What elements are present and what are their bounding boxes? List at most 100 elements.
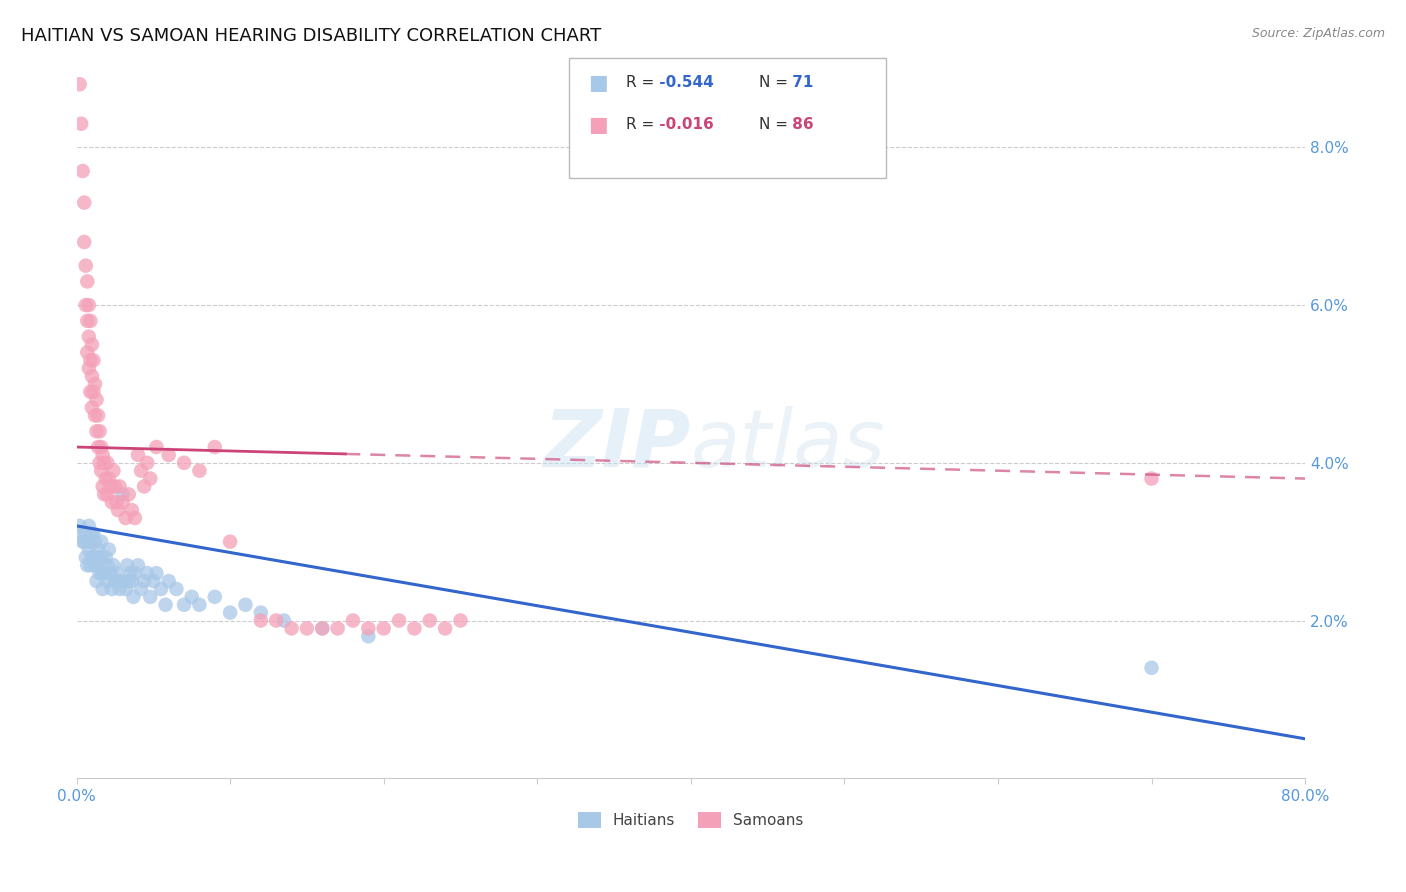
- Point: [84, 558, 107, 573]
- Point: [69, 77, 91, 91]
- Point: [94, 472, 117, 486]
- Point: [77, 361, 100, 376]
- Point: [157, 574, 180, 588]
- Point: [84, 409, 107, 423]
- Point: [73, 534, 96, 549]
- Point: [90, 464, 112, 478]
- Point: [139, 472, 162, 486]
- Point: [326, 621, 349, 635]
- Point: [129, 464, 152, 478]
- Point: [87, 542, 110, 557]
- Point: [82, 353, 104, 368]
- Point: [388, 614, 411, 628]
- Point: [114, 582, 136, 596]
- Point: [104, 479, 127, 493]
- Point: [72, 164, 94, 178]
- Point: [419, 614, 441, 628]
- Point: [87, 409, 110, 423]
- Point: [80, 369, 103, 384]
- Point: [103, 464, 125, 478]
- Point: [90, 440, 112, 454]
- Point: [93, 487, 115, 501]
- Point: [188, 464, 211, 478]
- Point: [84, 534, 107, 549]
- Point: [98, 479, 121, 493]
- Point: [235, 598, 257, 612]
- Point: [145, 566, 167, 581]
- Point: [82, 526, 104, 541]
- Point: [76, 345, 98, 359]
- Point: [77, 329, 100, 343]
- Point: [79, 314, 101, 328]
- Point: [219, 606, 242, 620]
- Point: [204, 440, 226, 454]
- Point: [96, 456, 118, 470]
- Point: [79, 558, 101, 573]
- Point: [97, 472, 120, 486]
- Point: [173, 456, 195, 470]
- Point: [124, 566, 146, 581]
- Point: [108, 582, 131, 596]
- Point: [77, 519, 100, 533]
- Text: R =: R =: [626, 76, 654, 90]
- Point: [145, 440, 167, 454]
- Point: [87, 440, 110, 454]
- Point: [75, 526, 97, 541]
- Point: [101, 495, 124, 509]
- Point: [342, 614, 364, 628]
- Point: [91, 566, 114, 581]
- Point: [134, 479, 156, 493]
- Point: [121, 503, 143, 517]
- Point: [96, 487, 118, 501]
- Point: [357, 629, 380, 643]
- Point: [80, 401, 103, 415]
- Point: [87, 558, 110, 573]
- Point: [111, 495, 134, 509]
- Point: [142, 574, 165, 588]
- Text: ■: ■: [588, 115, 607, 135]
- Point: [86, 424, 108, 438]
- Point: [105, 495, 128, 509]
- Point: [96, 558, 118, 573]
- Point: [76, 558, 98, 573]
- Point: [134, 574, 156, 588]
- Point: [105, 566, 128, 581]
- Point: [93, 566, 115, 581]
- Point: [107, 503, 129, 517]
- Point: [112, 574, 135, 588]
- Point: [129, 582, 152, 596]
- Point: [98, 566, 121, 581]
- Point: [77, 542, 100, 557]
- Point: [97, 542, 120, 557]
- Point: [84, 376, 107, 391]
- Text: R =: R =: [626, 118, 654, 132]
- Point: [111, 487, 134, 501]
- Point: [219, 534, 242, 549]
- Text: -0.016: -0.016: [654, 118, 713, 132]
- Point: [96, 574, 118, 588]
- Point: [165, 582, 187, 596]
- Point: [70, 526, 93, 541]
- Point: [115, 558, 138, 573]
- Point: [250, 606, 273, 620]
- Point: [188, 598, 211, 612]
- Point: [280, 621, 302, 635]
- Point: [136, 456, 159, 470]
- Point: [121, 574, 143, 588]
- Point: [373, 621, 395, 635]
- Text: -0.544: -0.544: [654, 76, 713, 90]
- Text: 86: 86: [787, 118, 814, 132]
- Point: [120, 566, 142, 581]
- Text: ■: ■: [588, 73, 607, 93]
- Point: [108, 479, 131, 493]
- Point: [91, 582, 114, 596]
- Point: [150, 582, 173, 596]
- Text: HAITIAN VS SAMOAN HEARING DISABILITY CORRELATION CHART: HAITIAN VS SAMOAN HEARING DISABILITY COR…: [21, 27, 602, 45]
- Point: [86, 550, 108, 565]
- Point: [76, 275, 98, 289]
- Point: [180, 590, 202, 604]
- Point: [89, 424, 111, 438]
- Legend: Haitians, Samoans: Haitians, Samoans: [572, 806, 810, 834]
- Point: [79, 353, 101, 368]
- Point: [70, 117, 93, 131]
